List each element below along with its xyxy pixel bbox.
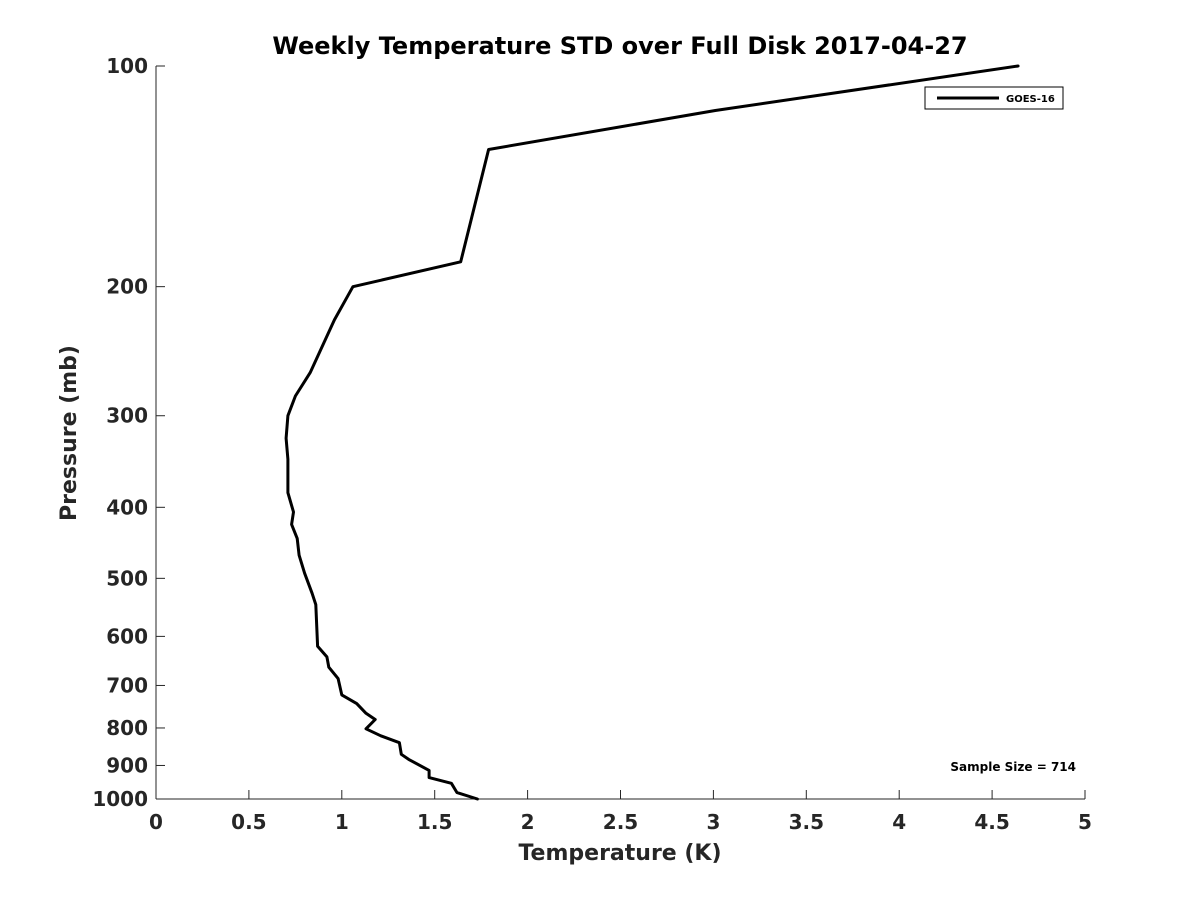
series-lines bbox=[284, 64, 1020, 801]
y-tick-label: 100 bbox=[106, 54, 148, 78]
y-tick-label: 900 bbox=[106, 753, 148, 777]
legend-label-goes-16: GOES-16 bbox=[1006, 94, 1055, 105]
y-tick-label: 500 bbox=[106, 566, 148, 590]
y-axis-ticks: 100 200 300 400 500 600 700 800 900 1000 bbox=[92, 54, 165, 811]
axes bbox=[155, 66, 1085, 800]
x-tick-label: 2.5 bbox=[603, 810, 638, 834]
x-tick-label: 3 bbox=[706, 810, 720, 834]
x-tick-label: 0 bbox=[149, 810, 163, 834]
y-tick-label: 800 bbox=[106, 716, 148, 740]
x-tick-label: 4.5 bbox=[974, 810, 1009, 834]
x-axis-label: Temperature (K) bbox=[518, 841, 721, 866]
sample-size-annotation: Sample Size = 714 bbox=[950, 760, 1076, 774]
x-tick-label: 5 bbox=[1078, 810, 1092, 834]
y-tick-label: 600 bbox=[106, 624, 148, 648]
x-axis-ticks: 0 0.5 1 1.5 2 2.5 3 3.5 4 4.5 5 bbox=[149, 790, 1092, 834]
series-line-goes-16 bbox=[284, 64, 1020, 801]
y-tick-label: 300 bbox=[106, 404, 148, 428]
x-tick-label: 2 bbox=[521, 810, 535, 834]
x-tick-label: 0.5 bbox=[231, 810, 266, 834]
legend: GOES-16 bbox=[924, 86, 1064, 110]
y-axis-label: Pressure (mb) bbox=[57, 345, 82, 521]
x-tick-label: 3.5 bbox=[789, 810, 824, 834]
y-tick-label: 700 bbox=[106, 673, 148, 697]
x-tick-label: 4 bbox=[892, 810, 906, 834]
y-tick-label: 200 bbox=[106, 275, 148, 299]
chart-title: Weekly Temperature STD over Full Disk 20… bbox=[272, 32, 967, 60]
y-tick-label: 400 bbox=[106, 495, 148, 519]
x-tick-label: 1.5 bbox=[417, 810, 452, 834]
x-tick-label: 1 bbox=[335, 810, 349, 834]
y-tick-label: 1000 bbox=[92, 787, 148, 811]
